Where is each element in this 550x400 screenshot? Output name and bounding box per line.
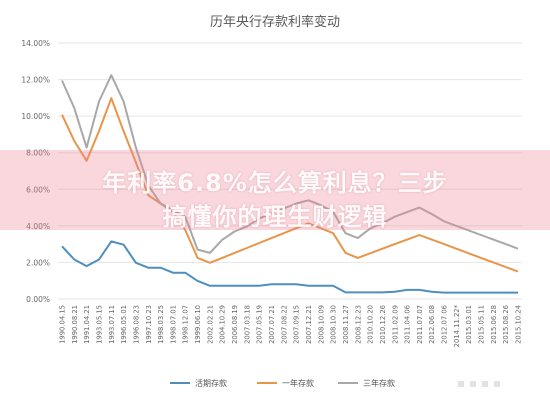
x-tick-label: 2007.09.15 — [293, 305, 301, 344]
overlay-headline-line1: 年利率6.8%怎么算利息？三步 — [102, 169, 448, 197]
dot — [482, 381, 488, 387]
y-tick-label: 12.00% — [21, 76, 50, 85]
chart-title: 历年央行存款利率变动 — [210, 14, 340, 30]
x-tick-label: 2015.05.11 — [478, 305, 486, 344]
x-axis: 1990.04.15 1990.08.21 1991.04.21 1993.05.15… — [59, 304, 523, 347]
x-tick-label: 1993.07.11 — [108, 305, 116, 344]
x-tick-label: 2007.08.22 — [280, 305, 288, 344]
x-tick-label: 1990.08.21 — [71, 305, 79, 344]
series-line — [61, 97, 519, 273]
x-tick-label: 1993.05.15 — [95, 305, 103, 344]
x-tick-label: 2007.07.21 — [268, 305, 276, 344]
more-options-dots — [458, 372, 506, 391]
dot — [494, 381, 500, 387]
y-tick-label: 8.00% — [26, 149, 50, 158]
y-tick-label: 0.00% — [26, 295, 50, 304]
x-tick-label: 1998.07.01 — [169, 305, 177, 344]
x-tick-label: 2011.02.09 — [391, 305, 399, 344]
overlay-banner — [0, 150, 550, 230]
x-tick-label: 2015.08.26 — [502, 305, 510, 344]
x-tick-label: 2012.07.06 — [441, 305, 449, 344]
x-tick-label: 2002.02.21 — [206, 305, 214, 344]
x-tick-label: 2015.03.01 — [465, 305, 473, 344]
x-tick-label: 2011.04.06 — [404, 305, 412, 344]
x-tick-label: 1990.04.15 — [59, 305, 67, 344]
y-tick-label: 6.00% — [26, 185, 50, 194]
x-tick-label: 1998.03.25 — [157, 305, 165, 344]
dot — [470, 381, 476, 387]
x-tick-label: 2007.03.18 — [243, 305, 251, 344]
x-tick-label: 2008.11.27 — [342, 305, 350, 344]
x-tick-label: 1999.06.10 — [194, 305, 202, 344]
x-tick-label: 2011.07.07 — [416, 305, 424, 344]
legend-label: 三年存款 — [363, 378, 395, 388]
x-tick-label: 2015.06.28 — [490, 305, 498, 344]
gridlines — [58, 42, 522, 300]
x-tick-label: 2014.11.22* — [453, 304, 461, 347]
x-tick-label: 1996.05.01 — [120, 305, 128, 344]
x-tick-label: 1998.12.07 — [182, 305, 190, 344]
y-tick-label: 4.00% — [26, 222, 50, 231]
x-tick-label: 2006.08.19 — [231, 305, 239, 344]
x-tick-label: 2007.12.21 — [305, 305, 313, 344]
series-lines — [61, 74, 519, 294]
y-tick-label: 14.00% — [21, 39, 50, 48]
x-tick-label: 2008.10.30 — [330, 305, 338, 344]
x-tick-label: 2008.10.09 — [317, 305, 325, 344]
series-line — [61, 240, 518, 294]
y-tick-label: 10.00% — [21, 112, 50, 121]
x-tick-label: 1996.08.23 — [132, 305, 140, 344]
x-tick-label: 2015.10.24 — [515, 305, 523, 344]
series-line — [61, 74, 519, 254]
x-tick-label: 2007.05.19 — [256, 305, 264, 344]
x-tick-label: 1991.04.21 — [83, 305, 91, 344]
x-tick-label: 2004.10.29 — [219, 305, 227, 344]
dot — [458, 381, 464, 387]
legend: 活期存款 一年存款 三年存款 — [170, 378, 395, 388]
x-tick-label: 2012.06.08 — [428, 305, 436, 344]
x-tick-label: 2010.10.20 — [367, 305, 375, 344]
overlay-headline-line2: 搞懂你的理生财逻辑 — [162, 203, 388, 231]
y-tick-label: 2.00% — [26, 258, 50, 267]
x-tick-label: 2008.12.23 — [354, 305, 362, 344]
x-tick-label: 1997.10.23 — [145, 305, 153, 344]
y-axis: 0.00% 2.00% 4.00% 6.00% 8.00% 10.00% 12.00% 14.… — [21, 39, 50, 304]
legend-label: 活期存款 — [195, 378, 227, 388]
legend-label: 一年存款 — [282, 378, 314, 388]
x-tick-label: 2010.12.26 — [379, 305, 387, 344]
